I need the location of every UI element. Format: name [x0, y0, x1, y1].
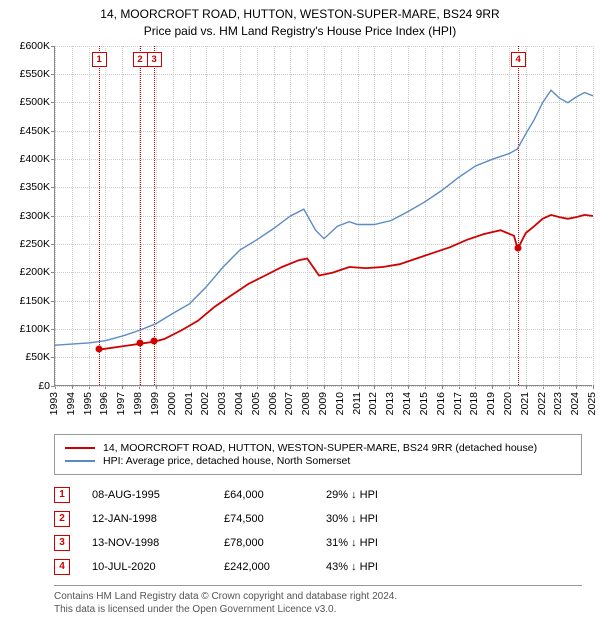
line-series-svg: [55, 46, 593, 386]
y-axis-labels: £0£50K£100K£150K£200K£250K£300K£350K£400…: [8, 46, 54, 386]
y-tick-label: £350K: [20, 181, 50, 193]
event-price: £78,000: [224, 537, 304, 549]
x-tick-label: 2014: [401, 392, 413, 415]
plot-area: 1 23 4: [54, 46, 592, 386]
event-price: £74,500: [224, 513, 304, 525]
series-hpi: [55, 90, 593, 345]
event-dot: [150, 338, 157, 345]
x-tick-label: 2008: [300, 392, 312, 415]
y-tick-label: £100K: [20, 323, 50, 335]
event-row: 3 13-NOV-1998 £78,000 31% ↓ HPI: [54, 531, 582, 555]
event-date: 10-JUL-2020: [92, 561, 202, 573]
x-tick-label: 2001: [183, 392, 195, 415]
legend: 14, MOORCROFT ROAD, HUTTON, WESTON-SUPER…: [54, 434, 582, 475]
x-tick-label: 1995: [82, 392, 94, 415]
x-tick-label: 2019: [485, 392, 497, 415]
footer-line2: This data is licensed under the Open Gov…: [54, 603, 582, 616]
event-delta: 43% ↓ HPI: [326, 561, 436, 573]
event-number: 4: [54, 559, 70, 575]
y-tick-label: £300K: [20, 210, 50, 222]
x-tick-label: 2006: [267, 392, 279, 415]
legend-label: HPI: Average price, detached house, Nort…: [103, 455, 350, 467]
event-date: 08-AUG-1995: [92, 489, 202, 501]
x-tick-label: 1994: [65, 392, 77, 415]
footer-attribution: Contains HM Land Registry data © Crown c…: [54, 585, 582, 616]
event-marker: 1: [92, 52, 107, 67]
event-row: 1 08-AUG-1995 £64,000 29% ↓ HPI: [54, 483, 582, 507]
x-tick-label: 2009: [317, 392, 329, 415]
legend-label: 14, MOORCROFT ROAD, HUTTON, WESTON-SUPER…: [103, 442, 537, 454]
legend-item: 14, MOORCROFT ROAD, HUTTON, WESTON-SUPER…: [65, 442, 571, 454]
x-tick-label: 2007: [283, 392, 295, 415]
x-tick-label: 2022: [536, 392, 548, 415]
x-tick-label: 1997: [115, 392, 127, 415]
event-row: 2 12-JAN-1998 £74,500 30% ↓ HPI: [54, 507, 582, 531]
y-tick-label: £200K: [20, 266, 50, 278]
event-dot: [514, 245, 521, 252]
y-tick-label: £600K: [20, 40, 50, 52]
legend-swatch: [65, 460, 95, 462]
event-number: 2: [54, 511, 70, 527]
legend-swatch: [65, 447, 95, 449]
event-price: £64,000: [224, 489, 304, 501]
title-address: 14, MOORCROFT ROAD, HUTTON, WESTON-SUPER…: [8, 6, 592, 23]
x-tick-label: 2004: [233, 392, 245, 415]
y-tick-label: £400K: [20, 153, 50, 165]
y-tick-label: £500K: [20, 96, 50, 108]
x-tick-label: 2023: [552, 392, 564, 415]
x-tick-label: 2010: [334, 392, 346, 415]
x-tick-label: 2013: [384, 392, 396, 415]
x-tick-label: 2018: [468, 392, 480, 415]
y-tick-label: £250K: [20, 238, 50, 250]
event-marker: 3: [147, 52, 162, 67]
x-tick-label: 2020: [502, 392, 514, 415]
event-date: 13-NOV-1998: [92, 537, 202, 549]
event-delta: 30% ↓ HPI: [326, 513, 436, 525]
x-tick-label: 2015: [418, 392, 430, 415]
chart-title: 14, MOORCROFT ROAD, HUTTON, WESTON-SUPER…: [8, 6, 592, 40]
event-marker: 2: [133, 52, 148, 67]
x-tick-label: 2024: [569, 392, 581, 415]
event-number: 1: [54, 487, 70, 503]
y-tick-label: £0: [38, 380, 50, 392]
y-tick-label: £550K: [20, 68, 50, 80]
x-tick-label: 2016: [435, 392, 447, 415]
x-tick-label: 1999: [149, 392, 161, 415]
event-dot: [136, 340, 143, 347]
y-tick-label: £450K: [20, 125, 50, 137]
event-number: 3: [54, 535, 70, 551]
x-tick-label: 2012: [367, 392, 379, 415]
x-tick-label: 2000: [166, 392, 178, 415]
x-tick-label: 1998: [132, 392, 144, 415]
x-tick-label: 1993: [48, 392, 60, 415]
x-tick-label: 1996: [98, 392, 110, 415]
legend-item: HPI: Average price, detached house, Nort…: [65, 455, 571, 467]
x-tick-label: 2025: [586, 392, 598, 415]
event-price: £242,000: [224, 561, 304, 573]
x-tick-label: 2017: [452, 392, 464, 415]
event-date: 12-JAN-1998: [92, 513, 202, 525]
event-dot: [95, 346, 102, 353]
event-marker: 4: [511, 52, 526, 67]
x-tick-label: 2002: [199, 392, 211, 415]
x-axis-labels: 1993199419951996199719981999200020012002…: [54, 386, 592, 426]
x-tick-label: 2003: [216, 392, 228, 415]
footer-line1: Contains HM Land Registry data © Crown c…: [54, 590, 582, 603]
event-table: 1 08-AUG-1995 £64,000 29% ↓ HPI 2 12-JAN-1998…: [54, 483, 582, 579]
x-tick-label: 2005: [250, 392, 262, 415]
x-tick-label: 2021: [519, 392, 531, 415]
event-delta: 29% ↓ HPI: [326, 489, 436, 501]
x-tick-label: 2011: [351, 392, 363, 415]
y-tick-label: £50K: [25, 351, 50, 363]
title-subtitle: Price paid vs. HM Land Registry's House …: [8, 23, 592, 40]
series-property: [99, 214, 593, 349]
event-row: 4 10-JUL-2020 £242,000 43% ↓ HPI: [54, 555, 582, 579]
event-delta: 31% ↓ HPI: [326, 537, 436, 549]
y-tick-label: £150K: [20, 295, 50, 307]
chart-area: £0 £50K £100K £150K £200K £250K £300K £350K £400…: [8, 46, 592, 426]
